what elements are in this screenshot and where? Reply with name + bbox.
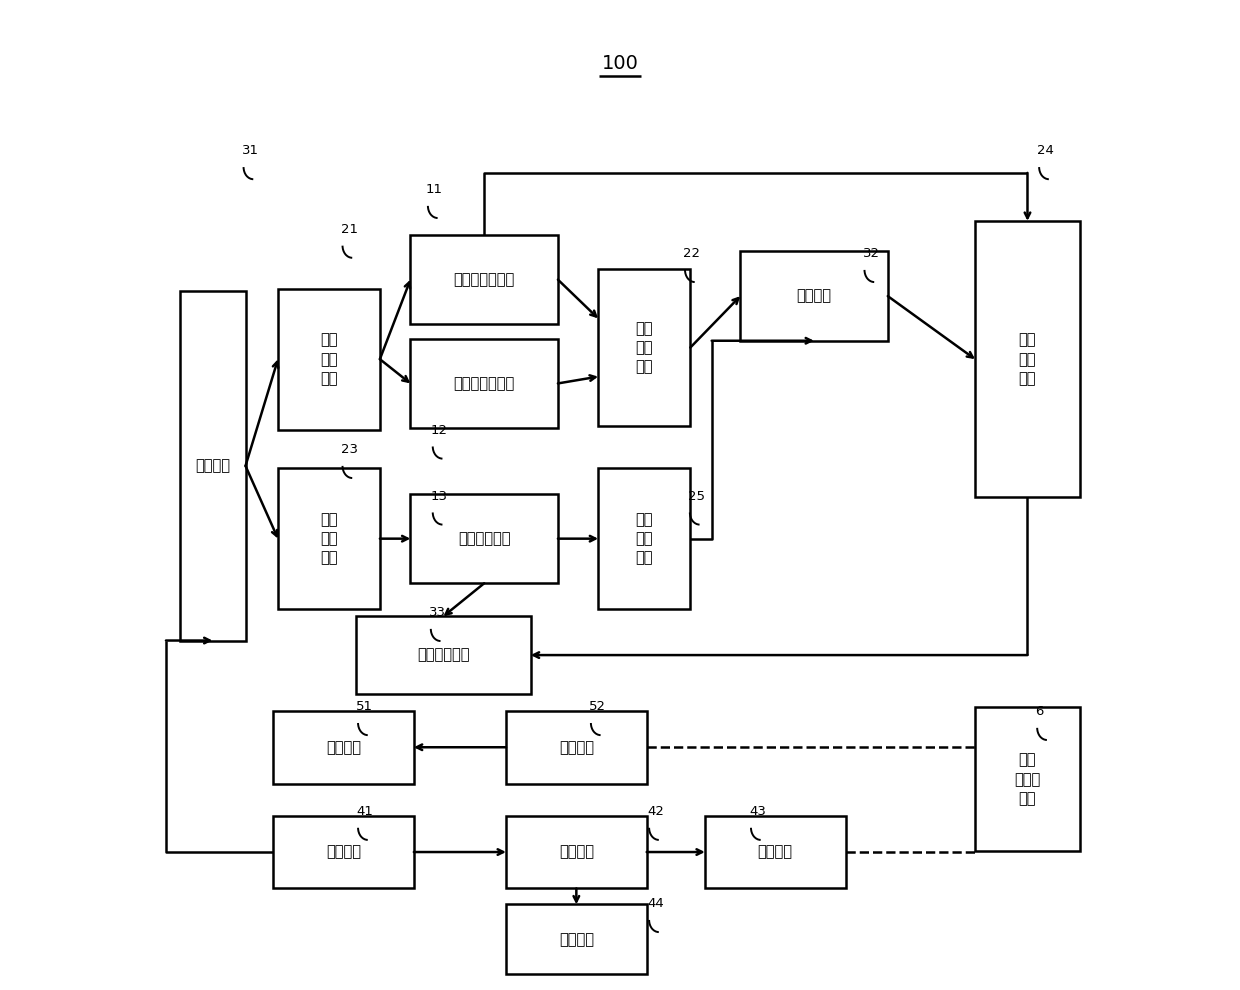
- Text: 32: 32: [863, 248, 879, 260]
- Bar: [598, 468, 691, 609]
- Text: 25: 25: [688, 490, 704, 503]
- Text: 第一电池组模块: 第一电池组模块: [454, 272, 515, 287]
- Text: 报警模块: 报警模块: [559, 932, 594, 946]
- Text: 特殊
输入
接口: 特殊 输入 接口: [320, 512, 337, 565]
- Text: 13: 13: [430, 490, 448, 503]
- Text: 23: 23: [341, 444, 357, 456]
- Text: 44: 44: [647, 897, 663, 910]
- Bar: [975, 708, 1080, 851]
- Text: 42: 42: [647, 805, 665, 818]
- Text: 43: 43: [749, 805, 766, 818]
- Text: 锂电池组模块: 锂电池组模块: [458, 532, 511, 546]
- Bar: [506, 816, 647, 888]
- Text: 31: 31: [242, 145, 259, 157]
- Text: 特殊
输出
接口: 特殊 输出 接口: [1019, 333, 1037, 386]
- Bar: [410, 494, 558, 583]
- Bar: [180, 291, 246, 641]
- Text: 巡检模块: 巡检模块: [326, 844, 361, 859]
- Text: 导航模块: 导航模块: [758, 844, 792, 859]
- Bar: [506, 711, 647, 784]
- Text: 12: 12: [430, 424, 448, 437]
- Text: 应急
输出
接口: 应急 输出 接口: [636, 512, 653, 565]
- Bar: [273, 816, 414, 888]
- Text: 放电模块: 放电模块: [796, 289, 832, 304]
- Bar: [410, 235, 558, 325]
- Text: 41: 41: [356, 805, 373, 818]
- Text: 显示模块: 显示模块: [559, 844, 594, 859]
- Bar: [278, 468, 379, 609]
- Text: 检测模块: 检测模块: [326, 740, 361, 754]
- Bar: [410, 339, 558, 428]
- Text: 21: 21: [341, 223, 357, 236]
- Text: 11: 11: [427, 183, 443, 196]
- Text: 51: 51: [356, 700, 373, 713]
- Text: 对接模块: 对接模块: [559, 740, 594, 754]
- Text: 33: 33: [429, 606, 446, 619]
- Text: 能源
互联网
网点: 能源 互联网 网点: [1014, 752, 1040, 806]
- Text: 52: 52: [589, 700, 606, 713]
- Text: 100: 100: [601, 53, 639, 72]
- Bar: [273, 711, 414, 784]
- Bar: [356, 616, 531, 694]
- Bar: [704, 816, 846, 888]
- Text: 6: 6: [1035, 705, 1044, 718]
- Text: 24: 24: [1037, 145, 1054, 157]
- Bar: [740, 251, 888, 341]
- Text: 22: 22: [683, 248, 701, 260]
- Bar: [506, 905, 647, 974]
- Bar: [975, 221, 1080, 497]
- Text: 充电模块: 充电模块: [195, 458, 229, 473]
- Text: 常规
输出
接口: 常规 输出 接口: [636, 321, 653, 374]
- Text: 第二电池组模块: 第二电池组模块: [454, 376, 515, 391]
- Bar: [598, 269, 691, 426]
- Text: 辅助用电模块: 辅助用电模块: [417, 647, 470, 662]
- Text: 常规
输入
接口: 常规 输入 接口: [320, 333, 337, 386]
- Bar: [278, 289, 379, 430]
